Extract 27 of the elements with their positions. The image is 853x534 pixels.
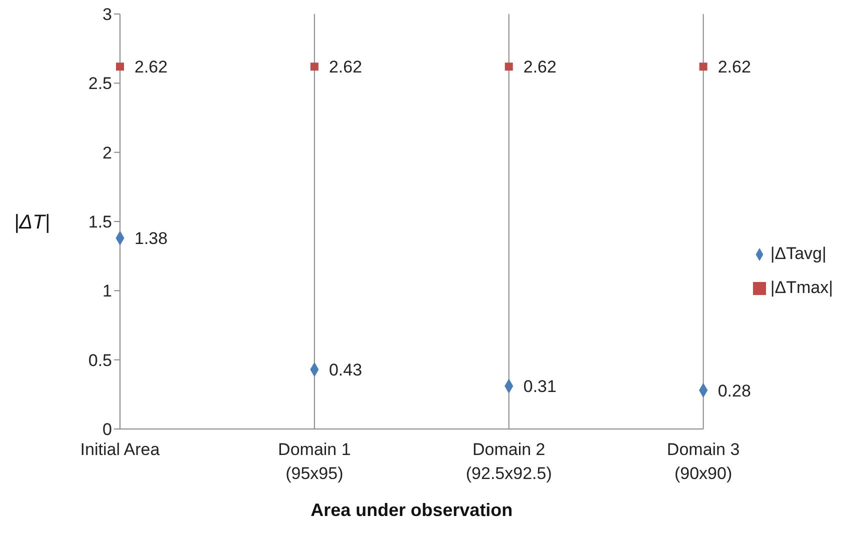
point: [116, 62, 124, 71]
point: [310, 62, 318, 71]
data-label: 2.62: [328, 58, 362, 77]
x-axis-title: Area under observation: [310, 500, 513, 520]
data-label: 1.38: [134, 229, 168, 248]
y-tick-label: 2: [102, 143, 112, 162]
legend-label: |ΔTmax|: [770, 278, 833, 297]
y-tick-label: 0: [102, 420, 112, 440]
y-tick-label: 0.5: [88, 350, 112, 370]
y-tick-label: 3: [102, 5, 112, 24]
point: [699, 62, 708, 71]
x-tick-label: Domain 1 (95x95): [278, 440, 351, 483]
y-axis-title: |ΔT|: [14, 212, 50, 234]
x-tick-label: Domain 2 (92.5x92.5): [466, 440, 552, 483]
data-label: 0.43: [328, 360, 362, 380]
legend-label: |ΔTavg|: [770, 244, 826, 263]
x-tick-label: Domain 3 (90x90): [666, 440, 740, 483]
x-tick-label: Initial Area: [80, 440, 160, 459]
data-label: 2.62: [134, 58, 168, 77]
data-label: 0.28: [718, 381, 751, 400]
data-label: 0.31: [523, 377, 556, 396]
y-tick-label: 1.5: [88, 212, 112, 232]
data-label: 2.62: [523, 58, 556, 77]
data-label: 2.62: [718, 58, 751, 77]
y-tick-label: 2.5: [88, 74, 112, 94]
y-tick-label: 1: [102, 282, 112, 301]
point: [504, 62, 513, 71]
